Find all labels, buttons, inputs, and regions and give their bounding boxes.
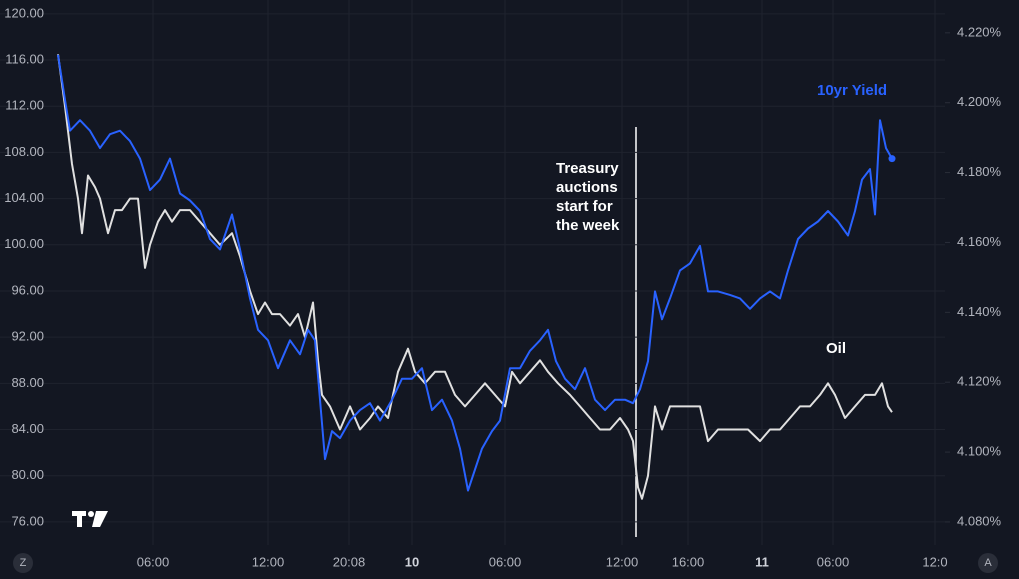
button[interactable] (978, 553, 998, 573)
y-tick-label: 116.00 (5, 51, 44, 66)
y-tick-label: 96.00 (11, 282, 44, 297)
y-tick-label: 112.00 (5, 98, 44, 113)
x-tick-label: 06:00 (817, 554, 850, 569)
annotation: Treasury (556, 160, 619, 177)
x-tick-label: 11 (755, 554, 769, 569)
y-tick-label: 88.00 (11, 375, 44, 390)
x-tick-label: 16:00 (672, 554, 705, 569)
y2-tick-label: 4.220% (957, 24, 1002, 39)
annotation: Oil (826, 340, 846, 357)
button-label[interactable]: Z (20, 557, 27, 569)
x-tick-label: 20:08 (333, 554, 366, 569)
y-tick-label: 104.00 (4, 190, 44, 205)
series-line (57, 54, 893, 492)
y-tick-label: 76.00 (11, 513, 44, 528)
x-tick-label: 06:00 (137, 554, 170, 569)
last-point (888, 155, 896, 163)
y-tick-label: 108.00 (4, 144, 44, 159)
x-tick-label: 12:00 (606, 554, 639, 569)
x-tick-label: 12:00 (252, 554, 285, 569)
y2-tick-label: 4.100% (957, 444, 1002, 459)
annotation: the week (556, 217, 620, 234)
annotation: auctions (556, 179, 618, 196)
y-tick-label: 80.00 (11, 467, 44, 482)
logo (72, 511, 108, 527)
series-line (57, 54, 893, 500)
button[interactable] (13, 553, 33, 573)
y-tick-label: 84.00 (11, 421, 44, 436)
x-tick-label: 10 (405, 554, 419, 569)
y2-tick-label: 4.140% (957, 304, 1002, 319)
y-tick-label: 120.00 (4, 5, 44, 20)
button-label[interactable]: A (984, 557, 992, 569)
y-tick-label: 92.00 (11, 329, 44, 344)
y2-tick-label: 4.180% (957, 164, 1002, 179)
y2-tick-label: 4.160% (957, 234, 1002, 249)
y2-tick-label: 4.120% (957, 374, 1002, 389)
y-tick-label: 100.00 (4, 236, 44, 251)
annotation: 10yr Yield (817, 82, 887, 99)
y2-tick-label: 4.080% (957, 513, 1002, 528)
x-tick-label: 06:00 (489, 554, 522, 569)
x-tick-label: 12:0 (922, 554, 947, 569)
annotation: start for (556, 198, 613, 215)
y2-tick-label: 4.200% (957, 94, 1002, 109)
